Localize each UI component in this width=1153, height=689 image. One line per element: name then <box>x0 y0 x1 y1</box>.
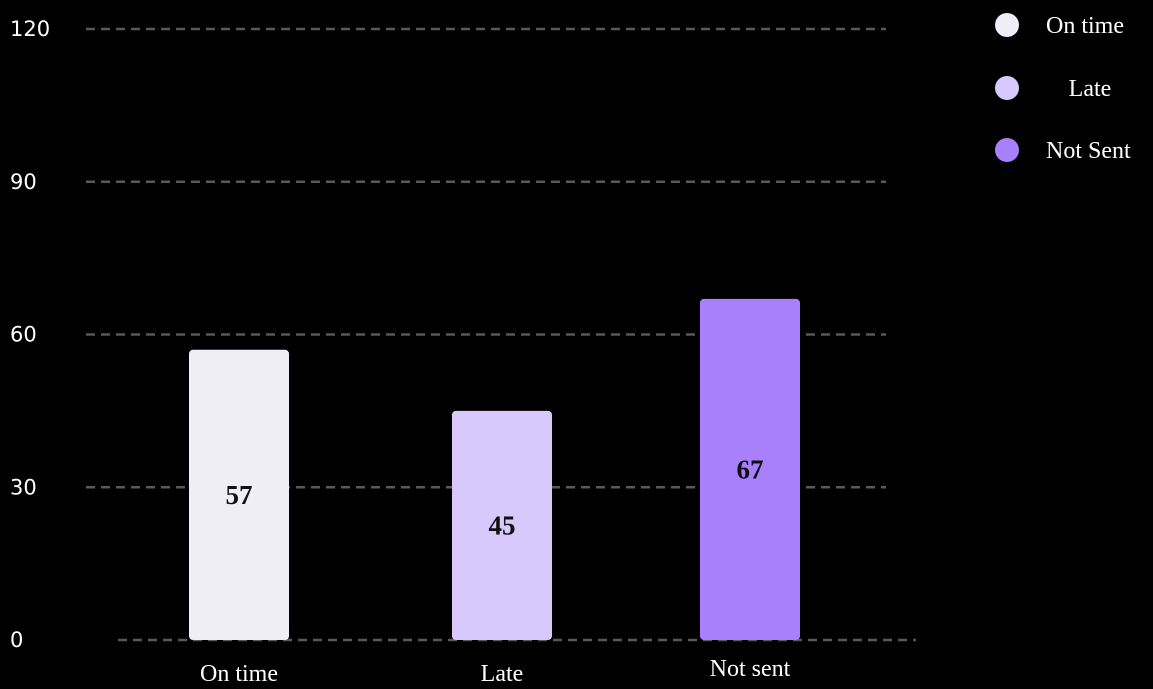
x-axis-labels: On time Late Not sent <box>200 656 791 687</box>
data-label: 57 <box>226 480 253 510</box>
bars: 57 45 67 <box>189 298 800 640</box>
legend-item: Not Sent <box>995 138 1131 164</box>
legend-label: Not Sent <box>1046 138 1131 164</box>
y-tick-label: 60 <box>10 323 37 347</box>
x-tick-label: On time <box>200 661 278 687</box>
bar-on-time <box>189 349 289 640</box>
data-label: 45 <box>489 510 516 540</box>
bar-late <box>452 410 552 640</box>
y-tick-label: 30 <box>10 475 37 499</box>
y-axis-ticks: 0 30 60 90 120 <box>10 17 50 652</box>
x-tick-label: Late <box>481 661 524 687</box>
data-label: 67 <box>737 454 764 484</box>
legend-label: Late <box>1069 76 1112 102</box>
x-tick-label: Not sent <box>710 656 791 682</box>
legend-swatch <box>995 138 1019 162</box>
bar-not-sent <box>700 298 800 640</box>
y-tick-label: 0 <box>10 628 23 652</box>
legend-item: Late <box>995 76 1111 102</box>
y-tick-label: 90 <box>10 170 37 194</box>
legend: On time Late Not Sent <box>995 13 1131 164</box>
legend-label: On time <box>1046 13 1124 39</box>
legend-swatch <box>995 13 1019 37</box>
legend-swatch <box>995 76 1019 100</box>
y-tick-label: 120 <box>10 17 50 41</box>
legend-item: On time <box>995 13 1124 39</box>
